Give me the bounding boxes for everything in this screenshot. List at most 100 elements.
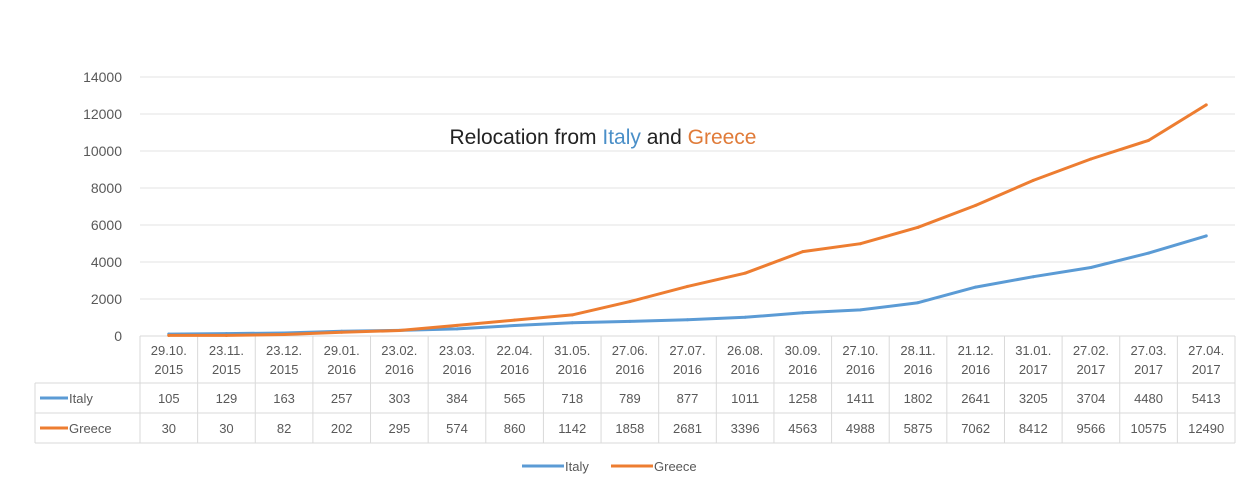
greece-table-cell: 2681	[673, 421, 702, 436]
chart-title-part: Italy	[602, 126, 641, 149]
greece-data-point	[282, 332, 286, 336]
italy-table-cell: 3205	[1019, 391, 1048, 406]
italy-data-point	[1204, 234, 1208, 238]
italy-data-point	[628, 319, 632, 323]
y-tick-label: 10000	[83, 143, 122, 159]
italy-data-point	[686, 318, 689, 322]
greece-table-cell: 8412	[1019, 421, 1048, 436]
italy-table-cell: 163	[273, 391, 295, 406]
y-tick-label: 12000	[83, 106, 122, 122]
x-category-label: 23.02.	[381, 343, 417, 358]
greece-data-point	[1147, 138, 1151, 142]
y-tick-label: 0	[114, 328, 122, 344]
x-category-label: 23.11.	[209, 343, 244, 358]
x-category-year-label: 2017	[1192, 362, 1221, 377]
greece-table-row-label: Greece	[69, 421, 112, 436]
x-category-year-label: 2016	[731, 362, 760, 377]
x-category-year-label: 2016	[615, 362, 644, 377]
x-category-year-label: 2016	[500, 362, 529, 377]
greece-table-cell: 202	[331, 421, 353, 436]
greece-data-point	[167, 333, 171, 337]
x-category-year-label: 2016	[846, 362, 875, 377]
greece-data-point	[513, 318, 517, 322]
x-category-label: 29.10.	[151, 343, 187, 358]
italy-data-point	[513, 324, 517, 328]
x-category-label: 23.03.	[439, 343, 475, 358]
italy-data-point	[743, 315, 747, 319]
italy-table-cell: 2641	[961, 391, 990, 406]
x-category-year-label: 2015	[154, 362, 183, 377]
italy-table-cell: 129	[216, 391, 238, 406]
x-category-year-label: 2016	[327, 362, 356, 377]
y-tick-label: 2000	[91, 291, 122, 307]
greece-data-point	[1031, 178, 1035, 182]
italy-table-cell: 5413	[1192, 391, 1221, 406]
greece-data-point	[570, 313, 574, 317]
greece-table-cell: 860	[504, 421, 526, 436]
greece-legend-label: Greece	[654, 459, 697, 474]
y-tick-label: 8000	[91, 180, 122, 196]
greece-table-cell: 7062	[961, 421, 990, 436]
chart-title-part: Relocation from	[449, 126, 602, 149]
x-category-label: 22.04.	[497, 343, 533, 358]
x-category-label: 27.02.	[1073, 343, 1109, 358]
x-category-year-label: 2017	[1019, 362, 1048, 377]
chart-title-part: Greece	[688, 126, 757, 149]
greece-table-cell: 1142	[558, 421, 586, 436]
x-category-label: 31.01.	[1015, 343, 1051, 358]
greece-table-cell: 12490	[1188, 421, 1224, 436]
italy-table-cell: 565	[504, 391, 526, 406]
greece-table-cell: 9566	[1076, 421, 1105, 436]
greece-table-cell: 295	[388, 421, 410, 436]
greece-table-cell: 4988	[846, 421, 875, 436]
greece-table-cell: 5875	[904, 421, 933, 436]
italy-table-cell: 789	[619, 391, 641, 406]
italy-legend-label: Italy	[565, 459, 589, 474]
italy-data-point	[1089, 265, 1093, 269]
greece-data-point	[1089, 157, 1093, 161]
x-category-year-label: 2016	[961, 362, 990, 377]
x-category-label: 31.05.	[554, 343, 590, 358]
italy-table-cell: 3704	[1076, 391, 1105, 406]
italy-table-cell: 257	[331, 391, 353, 406]
x-category-year-label: 2017	[1076, 362, 1105, 377]
greece-data-point	[1204, 103, 1208, 107]
italy-data-point	[1031, 275, 1035, 279]
greece-table-cell: 30	[162, 421, 176, 436]
x-category-year-label: 2015	[212, 362, 241, 377]
italy-table-cell: 1011	[731, 391, 759, 406]
greece-data-point	[340, 330, 344, 334]
x-category-label: 27.03.	[1130, 343, 1166, 358]
x-category-year-label: 2015	[270, 362, 299, 377]
x-category-label: 29.01.	[324, 343, 360, 358]
greece-data-point	[743, 271, 747, 275]
x-category-year-label: 2017	[1134, 362, 1163, 377]
italy-table-cell: 1802	[904, 391, 933, 406]
x-category-label: 27.04.	[1188, 343, 1224, 358]
x-category-label: 27.07.	[669, 343, 705, 358]
x-category-year-label: 2016	[788, 362, 817, 377]
italy-data-point	[1147, 251, 1151, 255]
x-category-label: 28.11.	[900, 343, 935, 358]
greece-data-point	[628, 300, 632, 304]
italy-table-row-label: Italy	[69, 391, 93, 406]
italy-data-point	[801, 311, 805, 315]
x-category-label: 23.12.	[266, 343, 302, 358]
y-tick-label: 14000	[83, 69, 122, 85]
italy-table-cell: 384	[446, 391, 468, 406]
y-tick-label: 4000	[91, 254, 122, 270]
x-category-label: 27.10.	[842, 343, 878, 358]
x-category-label: 27.06.	[612, 343, 648, 358]
greece-table-cell: 574	[446, 421, 468, 436]
greece-table-cell: 82	[277, 421, 291, 436]
greece-data-point	[858, 242, 862, 246]
x-category-year-label: 2016	[673, 362, 702, 377]
x-category-year-label: 2016	[558, 362, 587, 377]
x-category-label: 21.12.	[958, 343, 994, 358]
greece-data-point	[801, 250, 805, 254]
greece-table-cell: 10575	[1130, 421, 1166, 436]
italy-data-point	[455, 327, 459, 331]
italy-table-cell: 877	[677, 391, 699, 406]
